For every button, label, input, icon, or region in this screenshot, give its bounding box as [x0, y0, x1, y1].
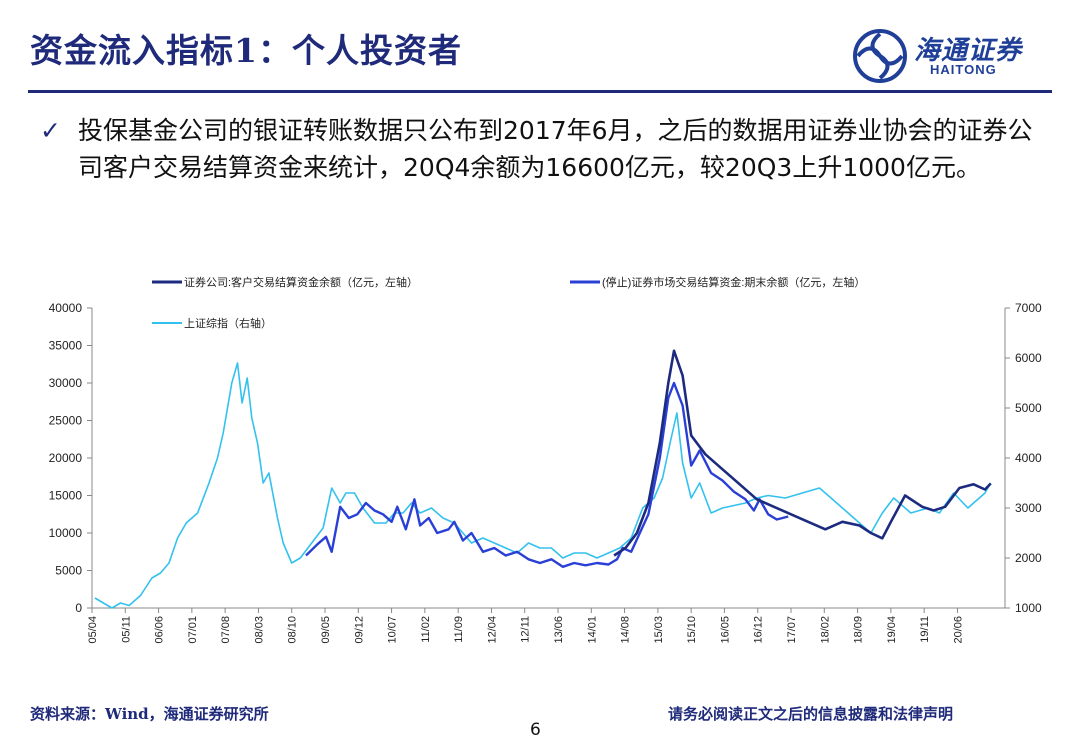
- series-line-shanghai-composite: [94, 362, 992, 609]
- y-left-tick-label: 35000: [49, 339, 83, 353]
- page-title: 资金流入指标1：个人投资者: [30, 31, 462, 70]
- x-tick-label: 18/02: [819, 616, 831, 644]
- x-tick-label: 16/12: [753, 616, 765, 644]
- x-tick-label: 19/11: [919, 616, 931, 643]
- x-tick-label: 07/08: [220, 616, 232, 644]
- fund-flow-chart: 证券公司:客户交易结算资金余额（亿元，左轴） (停止)证券市场交易结算资金:期末…: [49, 275, 1042, 644]
- x-tick-label: 19/04: [886, 616, 898, 644]
- y-right-tick-label: 6000: [1015, 351, 1042, 365]
- legend-label-broker-client-funds: 证券公司:客户交易结算资金余额（亿元，左轴）: [184, 275, 418, 289]
- x-tick-label: 08/10: [287, 616, 299, 644]
- chart-series: [94, 349, 992, 609]
- series-line-broker-client-funds: [613, 349, 992, 557]
- x-tick-label: 05/11: [120, 616, 132, 643]
- x-tick-label: 13/06: [553, 616, 565, 644]
- y-right-tick-label: 2000: [1015, 551, 1042, 565]
- x-tick-label: 09/12: [353, 616, 365, 644]
- chart-axes: 0500010000150002000025000300003500040000…: [49, 301, 1042, 644]
- title-underline: [28, 90, 1052, 93]
- x-tick-label: 17/07: [786, 616, 798, 644]
- x-tick-label: 06/06: [154, 616, 166, 644]
- summary-text: 投保基金公司的银证转账数据只公布到2017年6月，之后的数据用证券业协会的证券公…: [78, 116, 1033, 182]
- haitong-emblem-icon: [853, 29, 907, 83]
- x-tick-label: 11/09: [453, 616, 465, 643]
- x-tick-label: 05/04: [87, 616, 99, 644]
- x-tick-label: 11/02: [420, 616, 432, 643]
- y-left-tick-label: 25000: [49, 414, 83, 428]
- y-right-tick-label: 5000: [1015, 401, 1042, 415]
- y-right-tick-label: 3000: [1015, 501, 1042, 515]
- footer-source: 资料来源：Wind，海通证券研究所: [30, 705, 269, 723]
- legend-label-settlement-funds: (停止)证券市场交易结算资金:期末余额（亿元，左轴）: [602, 275, 865, 289]
- y-left-tick-label: 30000: [49, 376, 83, 390]
- x-tick-label: 18/09: [853, 616, 865, 644]
- logo-name-cn: 海通证券: [914, 36, 1023, 66]
- x-tick-label: 15/10: [686, 616, 698, 644]
- x-tick-label: 20/06: [952, 616, 964, 644]
- x-tick-label: 14/08: [620, 616, 632, 644]
- y-left-tick-label: 20000: [49, 451, 83, 465]
- y-left-tick-label: 15000: [49, 489, 83, 503]
- y-right-tick-label: 4000: [1015, 451, 1042, 465]
- x-tick-label: 15/03: [653, 616, 665, 644]
- y-right-tick-label: 7000: [1015, 301, 1042, 315]
- y-left-tick-label: 40000: [49, 301, 83, 315]
- logo-name-en: HAITONG: [930, 62, 997, 77]
- x-tick-label: 10/07: [387, 616, 399, 644]
- y-left-tick-label: 0: [75, 601, 82, 615]
- y-left-tick-label: 5000: [55, 564, 82, 578]
- checkmark-icon: ✓: [40, 116, 61, 145]
- x-tick-label: 14/01: [586, 616, 598, 644]
- x-tick-label: 07/01: [187, 616, 199, 644]
- chart-legend: 证券公司:客户交易结算资金余额（亿元，左轴） (停止)证券市场交易结算资金:期末…: [152, 275, 865, 330]
- page-number: 6: [530, 720, 541, 740]
- x-tick-label: 16/05: [719, 616, 731, 644]
- series-line-settlement-funds: [305, 381, 789, 568]
- x-tick-label: 12/11: [520, 616, 532, 643]
- x-tick-label: 12/04: [486, 616, 498, 644]
- legend-label-shanghai-composite: 上证综指（右轴）: [184, 316, 272, 330]
- y-left-tick-label: 10000: [49, 526, 83, 540]
- x-tick-label: 08/03: [253, 616, 265, 644]
- x-tick-label: 09/05: [320, 616, 332, 644]
- footer-disclaimer: 请务必阅读正文之后的信息披露和法律声明: [668, 705, 954, 723]
- y-right-tick-label: 1000: [1015, 601, 1042, 615]
- haitong-logo: 海通证券 HAITONG: [852, 28, 1052, 84]
